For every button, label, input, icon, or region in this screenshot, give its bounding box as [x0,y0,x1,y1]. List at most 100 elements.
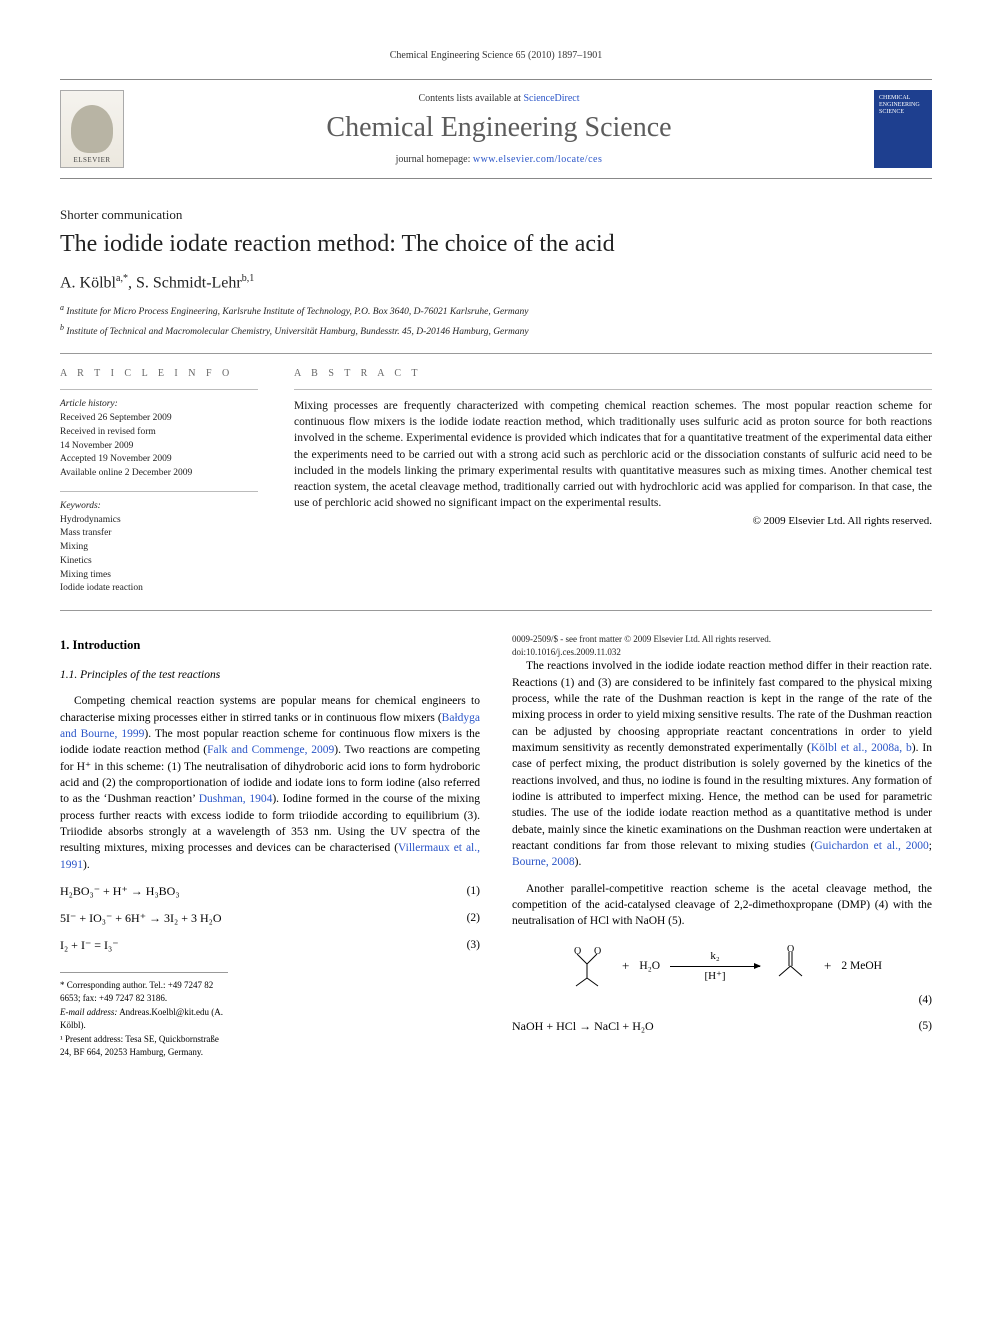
paragraph: Competing chemical reaction systems are … [60,693,480,873]
journal-cover-thumb: CHEMICAL ENGINEERING SCIENCE [874,90,932,168]
article-history: Article history: Received 26 September 2… [60,398,258,481]
front-matter-line: 0009-2509/$ - see front matter © 2009 El… [512,633,932,646]
homepage-prefix: journal homepage: [396,154,473,165]
equation-number: (1) [467,883,480,899]
acetone-structure-icon: O [770,944,814,990]
keyword: Mixing times [60,569,258,583]
keyword: Hydrodynamics [60,514,258,528]
plus-sign: + [622,957,629,975]
equation-3: I₂ + I⁻ = I₃⁻ (3) [60,937,480,954]
citation-link[interactable]: Kölbl et al., 2008a, b [811,742,912,754]
elsevier-wordmark: ELSEVIER [73,156,110,164]
footer-meta: 0009-2509/$ - see front matter © 2009 El… [512,633,932,658]
equation-body: I₂ + I⁻ = I₃⁻ [60,937,119,954]
svg-text:O: O [787,944,794,955]
plus-sign: + [824,957,831,975]
reactant-water: H₂O [639,958,660,974]
abstract-label: A B S T R A C T [294,368,932,379]
svg-text:O: O [574,946,581,957]
citation-link[interactable]: Guichardon et al., 2000 [814,840,928,852]
text: The reactions involved in the iodide iod… [512,660,932,754]
keyword: Mass transfer [60,527,258,541]
equation-1: H₂BO₃⁻ + H⁺ → H₃BO₃ (1) [60,883,480,900]
equation-body: 5I⁻ + IO₃⁻ + 6H⁺ → 3I₂ + 3 H₂O [60,910,222,927]
article-info-block: A R T I C L E I N F O Article history: R… [60,368,258,596]
reaction-scheme-4: O O + H₂O k₂ [H⁺] O + 2 MeOH [512,944,932,1008]
article-type: Shorter communication [60,207,932,223]
product-meoh: 2 MeOH [841,958,882,974]
divider [294,389,932,390]
author-1-marks: a,* [116,273,128,284]
contents-prefix: Contents lists available at [418,93,523,104]
heading-introduction: 1. Introduction [60,637,480,655]
elsevier-logo: ELSEVIER [60,90,124,168]
journal-homepage-link[interactable]: www.elsevier.com/locate/ces [473,154,602,165]
divider [60,353,932,354]
online-date: Available online 2 December 2009 [60,467,258,481]
affiliation-b: b Institute of Technical and Macromolecu… [60,322,932,339]
dmp-structure-icon: O O [562,944,612,990]
author-list: A. Kölbla,*, S. Schmidt-Lehrb,1 [60,273,932,292]
divider [60,491,258,492]
arrow-line-icon [670,966,760,967]
heading-principles: 1.1. Principles of the test reactions [60,667,480,683]
author-2-marks: b,1 [242,273,255,284]
abstract-text: Mixing processes are frequently characte… [294,398,932,511]
keyword: Iodide iodate reaction [60,582,258,596]
keyword: Mixing [60,541,258,555]
divider [60,610,932,611]
equation-number: (3) [467,937,480,953]
equation-number: (2) [467,910,480,926]
journal-name: Chemical Engineering Science [138,112,860,144]
email-line: E-mail address: Andreas.Koelbl@kit.edu (… [60,1006,228,1031]
text: ; [929,840,932,852]
elsevier-tree-icon [71,105,113,153]
svg-text:O: O [594,946,601,957]
corresponding-author: * Corresponding author. Tel.: +49 7247 8… [60,979,228,1004]
abstract-block: A B S T R A C T Mixing processes are fre… [294,368,932,596]
equation-number: (4) [512,992,932,1008]
affiliation-a: a Institute for Micro Process Engineerin… [60,302,932,319]
paragraph: The reactions involved in the iodide iod… [512,658,932,870]
citation-link[interactable]: Bourne, 2008 [512,856,575,868]
keyword: Kinetics [60,555,258,569]
paragraph: Another parallel-competitive reaction sc… [512,881,932,930]
equation-body: H₂BO₃⁻ + H⁺ → H₃BO₃ [60,883,180,900]
keywords-block: Keywords: Hydrodynamics Mass transfer Mi… [60,500,258,596]
author-2: S. Schmidt-Lehr [136,274,242,291]
doi-line: doi:10.1016/j.ces.2009.11.032 [512,646,932,659]
journal-masthead: ELSEVIER Contents lists available at Sci… [60,79,932,179]
journal-homepage-line: journal homepage: www.elsevier.com/locat… [138,154,860,165]
masthead-center: Contents lists available at ScienceDirec… [138,93,860,165]
revised-date-1: Received in revised form [60,426,258,440]
equation-body: NaOH + HCl → NaCl + H₂O [512,1018,654,1035]
contents-list-line: Contents lists available at ScienceDirec… [138,93,860,104]
equation-2: 5I⁻ + IO₃⁻ + 6H⁺ → 3I₂ + 3 H₂O (2) [60,910,480,927]
affiliation-b-text: Institute of Technical and Macromolecula… [66,327,528,337]
text: Competing chemical reaction systems are … [60,695,480,723]
footnotes-block: * Corresponding author. Tel.: +49 7247 8… [60,972,228,1059]
affiliation-a-text: Institute for Micro Process Engineering,… [66,307,528,317]
author-1: A. Kölbl [60,274,116,291]
citation-link[interactable]: Falk and Commenge, 2009 [207,744,334,756]
catalyst-label: [H⁺] [704,969,725,985]
rate-constant-label: k₂ [710,949,719,965]
revised-date-2: 14 November 2009 [60,440,258,454]
accepted-date: Accepted 19 November 2009 [60,453,258,467]
history-header: Article history: [60,398,258,412]
email-label: E-mail address: [60,1007,117,1017]
text: ). [575,856,582,868]
present-address: ¹ Present address: Tesa SE, Quickbornstr… [60,1033,228,1058]
article-body: 1. Introduction 1.1. Principles of the t… [60,633,932,1058]
sciencedirect-link[interactable]: ScienceDirect [523,93,579,104]
equation-number: (5) [919,1018,932,1034]
running-header: Chemical Engineering Science 65 (2010) 1… [60,50,932,61]
divider [60,389,258,390]
abstract-copyright: © 2009 Elsevier Ltd. All rights reserved… [294,515,932,527]
text: ). [83,859,90,871]
received-date: Received 26 September 2009 [60,412,258,426]
citation-link[interactable]: Dushman, 1904 [199,793,273,805]
keywords-header: Keywords: [60,500,258,514]
reaction-arrow: k₂ [H⁺] [670,949,760,985]
article-title: The iodide iodate reaction method: The c… [60,229,932,259]
